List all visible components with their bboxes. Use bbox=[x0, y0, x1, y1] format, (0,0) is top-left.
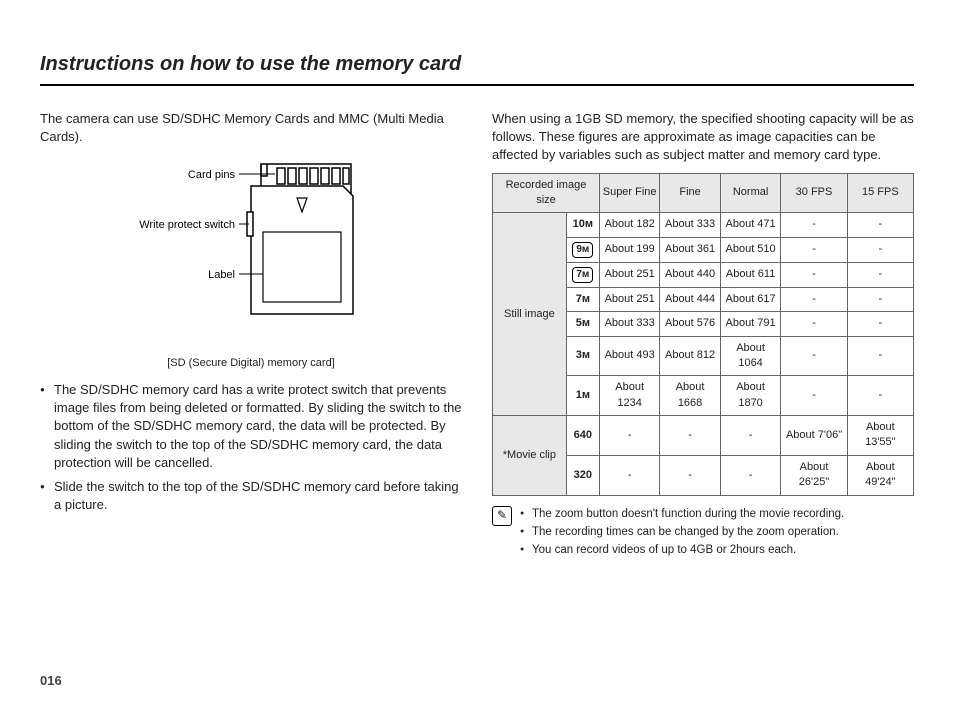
capacity-cell: About 444 bbox=[660, 287, 720, 311]
capacity-cell: About 1064 bbox=[720, 336, 781, 376]
capacity-cell: About 791 bbox=[720, 312, 781, 336]
capacity-cell: About 1234 bbox=[599, 376, 659, 416]
capacity-cell: - bbox=[781, 213, 847, 237]
left-bullet: The SD/SDHC memory card has a write prot… bbox=[40, 381, 462, 472]
capacity-cell: - bbox=[847, 312, 913, 336]
capacity-cell: - bbox=[847, 336, 913, 376]
capacity-cell: About 13'55" bbox=[847, 416, 913, 456]
capacity-cell: - bbox=[781, 237, 847, 262]
th-super-fine: Super Fine bbox=[599, 173, 659, 213]
th-normal: Normal bbox=[720, 173, 781, 213]
size-icon-cell: 9ᴍ bbox=[566, 237, 599, 262]
capacity-cell: About 7'06" bbox=[781, 416, 847, 456]
diagram-label-switch: Write protect switch bbox=[139, 219, 235, 231]
note-item: The recording times can be changed by th… bbox=[520, 524, 844, 540]
capacity-cell: - bbox=[781, 262, 847, 287]
size-icon-cell: 7ᴍ bbox=[566, 287, 599, 311]
page-number: 016 bbox=[40, 672, 62, 690]
capacity-cell: About 576 bbox=[660, 312, 720, 336]
th-30fps: 30 FPS bbox=[781, 173, 847, 213]
diagram-caption: [SD (Secure Digital) memory card] bbox=[40, 356, 462, 371]
capacity-cell: - bbox=[847, 213, 913, 237]
capacity-cell: About 493 bbox=[599, 336, 659, 376]
capacity-cell: About 26'25" bbox=[781, 455, 847, 495]
capacity-cell: - bbox=[847, 237, 913, 262]
size-icon-cell: 5ᴍ bbox=[566, 312, 599, 336]
capacity-cell: - bbox=[781, 376, 847, 416]
capacity-cell: About 333 bbox=[660, 213, 720, 237]
capacity-cell: About 1668 bbox=[660, 376, 720, 416]
note-item: You can record videos of up to 4GB or 2h… bbox=[520, 542, 844, 558]
capacity-cell: About 199 bbox=[599, 237, 659, 262]
capacity-cell: About 251 bbox=[599, 287, 659, 311]
size-icon-cell: 7ᴍ bbox=[566, 262, 599, 287]
capacity-cell: - bbox=[847, 262, 913, 287]
capacity-cell: - bbox=[847, 287, 913, 311]
capacity-cell: - bbox=[847, 376, 913, 416]
capacity-cell: About 812 bbox=[660, 336, 720, 376]
size-icon-cell: 640 bbox=[566, 416, 599, 456]
row-group-still: Still image bbox=[493, 213, 567, 416]
capacity-cell: - bbox=[781, 287, 847, 311]
diagram-label-pins: Card pins bbox=[188, 169, 236, 181]
capacity-cell: About 617 bbox=[720, 287, 781, 311]
size-icon-cell: 1ᴍ bbox=[566, 376, 599, 416]
left-bullet-list: The SD/SDHC memory card has a write prot… bbox=[40, 381, 462, 514]
capacity-cell: About 440 bbox=[660, 262, 720, 287]
capacity-cell: - bbox=[720, 455, 781, 495]
table-row: *Movie clip640---About 7'06"About 13'55" bbox=[493, 416, 914, 456]
note-box: ✎ The zoom button doesn't function durin… bbox=[492, 506, 914, 560]
capacity-cell: - bbox=[599, 455, 659, 495]
capacity-cell: About 251 bbox=[599, 262, 659, 287]
page-title: Instructions on how to use the memory ca… bbox=[40, 50, 914, 86]
capacity-cell: About 361 bbox=[660, 237, 720, 262]
capacity-cell: About 611 bbox=[720, 262, 781, 287]
th-15fps: 15 FPS bbox=[847, 173, 913, 213]
capacity-cell: - bbox=[660, 455, 720, 495]
size-icon-cell: 10ᴍ bbox=[566, 213, 599, 237]
size-icon-cell: 3ᴍ bbox=[566, 336, 599, 376]
capacity-cell: - bbox=[781, 312, 847, 336]
intro-left: The camera can use SD/SDHC Memory Cards … bbox=[40, 110, 462, 146]
size-icon-cell: 320 bbox=[566, 455, 599, 495]
capacity-table: Recorded image size Super Fine Fine Norm… bbox=[492, 173, 914, 496]
capacity-cell: About 49'24" bbox=[847, 455, 913, 495]
note-icon: ✎ bbox=[492, 506, 512, 526]
intro-right: When using a 1GB SD memory, the specifie… bbox=[492, 110, 914, 165]
sd-card-diagram: Card pins Write protect switch Label [SD… bbox=[40, 154, 462, 371]
diagram-label-label: Label bbox=[208, 269, 235, 281]
capacity-cell: - bbox=[781, 336, 847, 376]
capacity-cell: - bbox=[660, 416, 720, 456]
capacity-cell: About 471 bbox=[720, 213, 781, 237]
th-recorded-size: Recorded image size bbox=[493, 173, 600, 213]
capacity-cell: - bbox=[599, 416, 659, 456]
left-bullet: Slide the switch to the top of the SD/SD… bbox=[40, 478, 462, 514]
capacity-cell: About 510 bbox=[720, 237, 781, 262]
capacity-cell: About 1870 bbox=[720, 376, 781, 416]
note-item: The zoom button doesn't function during … bbox=[520, 506, 844, 522]
table-row: Still image10ᴍAbout 182About 333About 47… bbox=[493, 213, 914, 237]
th-fine: Fine bbox=[660, 173, 720, 213]
capacity-cell: About 182 bbox=[599, 213, 659, 237]
row-group-movie: *Movie clip bbox=[493, 416, 567, 496]
capacity-cell: - bbox=[720, 416, 781, 456]
capacity-cell: About 333 bbox=[599, 312, 659, 336]
